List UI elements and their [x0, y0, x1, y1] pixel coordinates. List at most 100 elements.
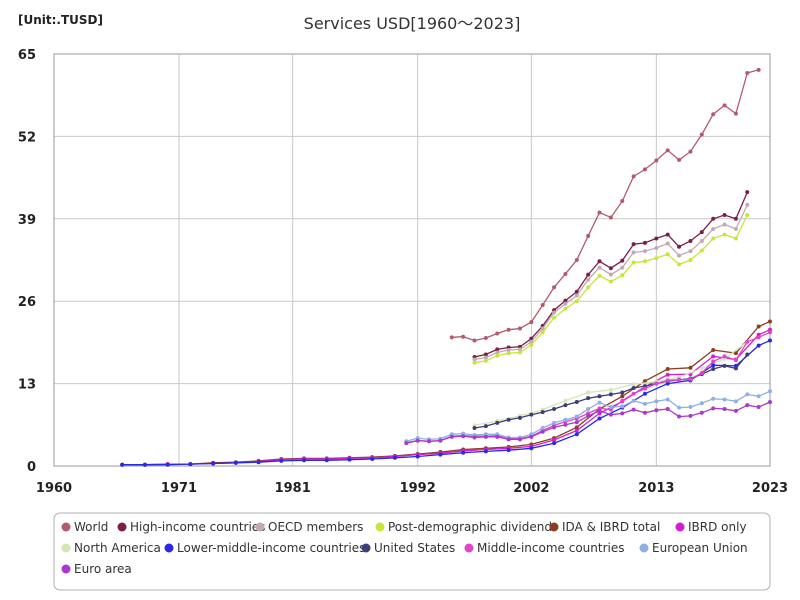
legend-label: IBRD only	[688, 520, 747, 534]
data-point	[688, 405, 693, 410]
x-tick-label: 1981	[275, 481, 311, 496]
data-point	[699, 132, 704, 137]
data-point	[642, 401, 647, 406]
data-point	[597, 210, 602, 215]
data-point	[540, 303, 545, 308]
data-point	[574, 258, 579, 262]
legend-item-north-america[interactable]: North America	[61, 541, 161, 555]
data-point	[438, 438, 443, 443]
data-point	[756, 67, 761, 72]
data-point	[711, 226, 716, 231]
data-point	[608, 266, 613, 271]
data-point	[631, 242, 636, 247]
legend-item-euro-area[interactable]: Euro area	[61, 562, 132, 576]
data-point	[552, 285, 557, 290]
x-tick-label: 1960	[36, 481, 72, 496]
legend-label: North America	[74, 541, 161, 555]
data-point	[711, 396, 716, 401]
data-point	[347, 457, 352, 462]
data-point	[654, 236, 659, 241]
data-point	[586, 285, 591, 290]
data-point	[574, 420, 579, 425]
data-point	[586, 396, 591, 401]
legend-item-ida-ibrd-total[interactable]: IDA & IBRD total	[549, 520, 661, 534]
data-point	[495, 353, 500, 358]
data-point	[677, 253, 682, 258]
legend-swatch	[61, 522, 71, 532]
data-point	[483, 449, 488, 454]
data-point	[574, 428, 579, 433]
legend-box	[53, 512, 771, 591]
data-point	[620, 411, 625, 416]
legend-item-high-income-countries[interactable]: High-income countries	[117, 520, 266, 534]
data-point	[211, 461, 216, 466]
legend-swatch	[549, 522, 559, 532]
legend-swatch	[464, 543, 474, 553]
data-point	[677, 157, 682, 162]
data-point	[768, 330, 772, 335]
data-point	[688, 249, 693, 254]
data-point	[461, 434, 466, 439]
data-point	[472, 360, 477, 365]
y-tick-label: 13	[18, 378, 36, 393]
data-point	[256, 460, 261, 465]
data-point	[438, 452, 443, 457]
legend-label: United States	[374, 541, 455, 555]
data-point	[699, 366, 704, 371]
unit-label: [Unit:.TUSD]	[18, 13, 103, 27]
data-point	[506, 448, 511, 453]
data-point	[642, 410, 647, 415]
series-line	[451, 69, 759, 342]
legend-item-oecd-members[interactable]: OECD members	[255, 520, 364, 534]
data-point	[495, 434, 500, 439]
data-point	[472, 338, 477, 343]
data-point	[733, 351, 738, 356]
data-point	[733, 226, 738, 231]
series-post-demographic-dividend	[472, 212, 750, 365]
data-point	[597, 400, 602, 405]
data-point	[552, 310, 557, 315]
data-point	[756, 405, 761, 410]
data-point	[165, 462, 170, 467]
data-point	[563, 298, 568, 303]
data-point	[449, 335, 454, 340]
data-point	[733, 111, 738, 116]
data-point	[506, 351, 511, 356]
legend-item-european-union[interactable]: European Union	[639, 541, 748, 555]
data-point	[711, 363, 716, 368]
y-tick-label: 52	[18, 130, 36, 145]
data-point	[654, 408, 659, 413]
grid	[53, 53, 771, 467]
data-point	[574, 293, 579, 298]
data-point	[756, 343, 761, 348]
data-point	[461, 450, 466, 455]
data-point	[665, 241, 670, 246]
data-point	[688, 238, 693, 243]
series-euro-area	[404, 399, 772, 446]
data-point	[642, 386, 647, 391]
legend-item-post-demographic-dividend[interactable]: Post-demographic dividend	[375, 520, 552, 534]
data-point	[529, 339, 534, 344]
data-point	[472, 357, 477, 362]
data-point	[483, 355, 488, 360]
data-point	[472, 425, 477, 430]
legend-item-lower-middle-income-countries[interactable]: Lower-middle-income countries	[164, 541, 366, 555]
data-point	[540, 410, 545, 415]
legend-item-ibrd-only[interactable]: IBRD only	[675, 520, 747, 534]
data-point	[631, 260, 636, 265]
data-point	[768, 389, 772, 394]
legend-item-middle-income-countries[interactable]: Middle-income countries	[464, 541, 625, 555]
legend-item-world[interactable]: World	[61, 520, 109, 534]
data-point	[529, 446, 534, 451]
data-point	[563, 398, 568, 403]
legend-swatch	[117, 522, 127, 532]
data-point	[642, 259, 647, 264]
legend-item-united-states[interactable]: United States	[361, 541, 456, 555]
data-point	[620, 273, 625, 278]
data-point	[654, 381, 659, 386]
data-point	[586, 413, 591, 418]
data-point	[495, 331, 500, 336]
data-point	[677, 262, 682, 267]
